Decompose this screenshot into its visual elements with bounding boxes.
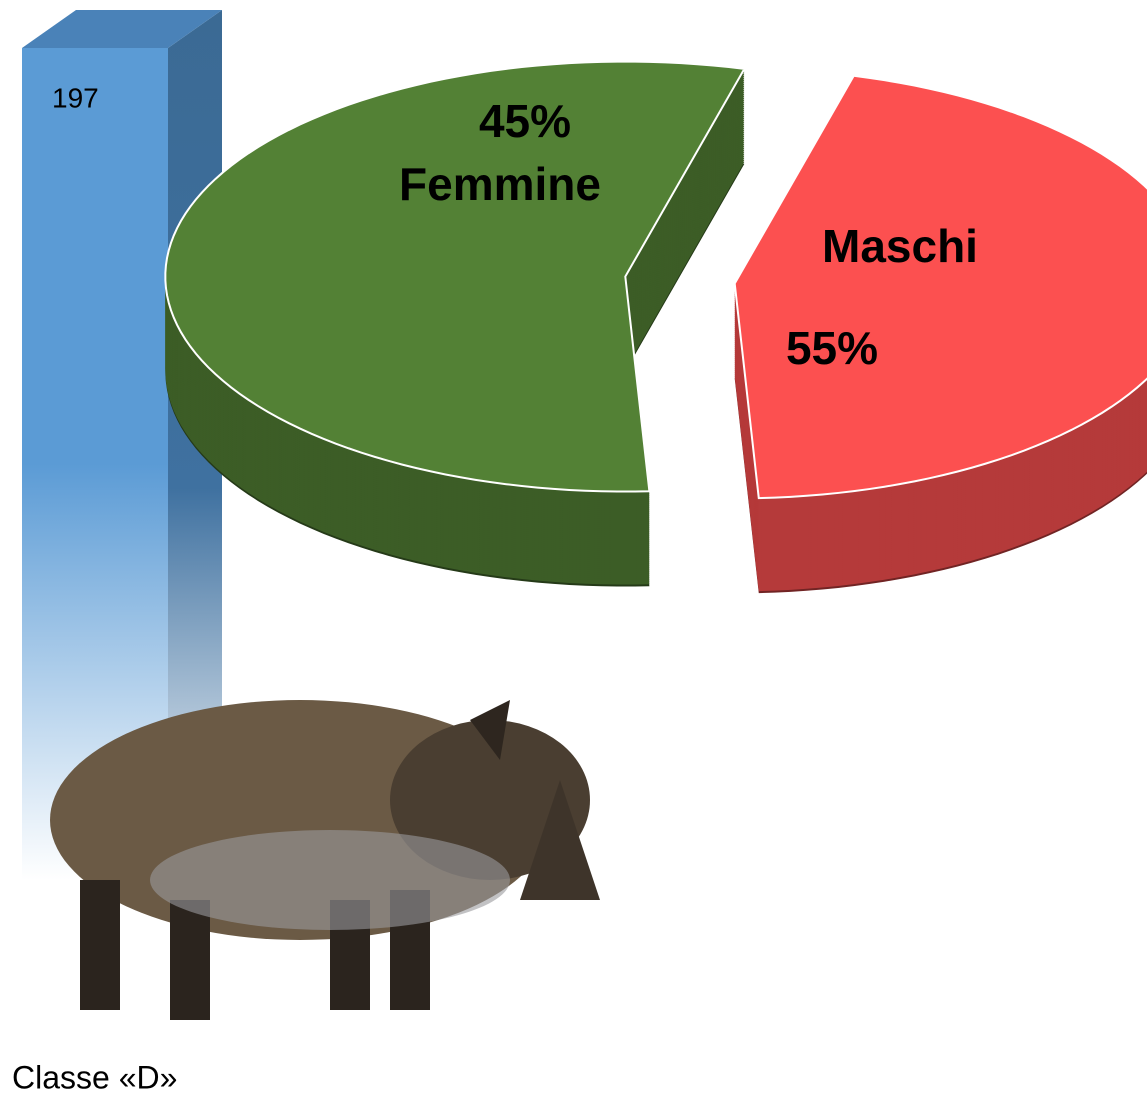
slice-label: Maschi [822, 220, 978, 272]
bar-top [22, 10, 222, 48]
x-tick-label: Classe «D» [12, 1059, 177, 1095]
slice-label: Femmine [399, 158, 601, 210]
pie-slice [733, 74, 1147, 500]
boar-image [50, 700, 600, 1020]
data-label: 55% [786, 322, 878, 374]
data-label: 45% [479, 95, 571, 147]
pie-slice [164, 60, 746, 493]
data-label: 197 [52, 82, 99, 113]
